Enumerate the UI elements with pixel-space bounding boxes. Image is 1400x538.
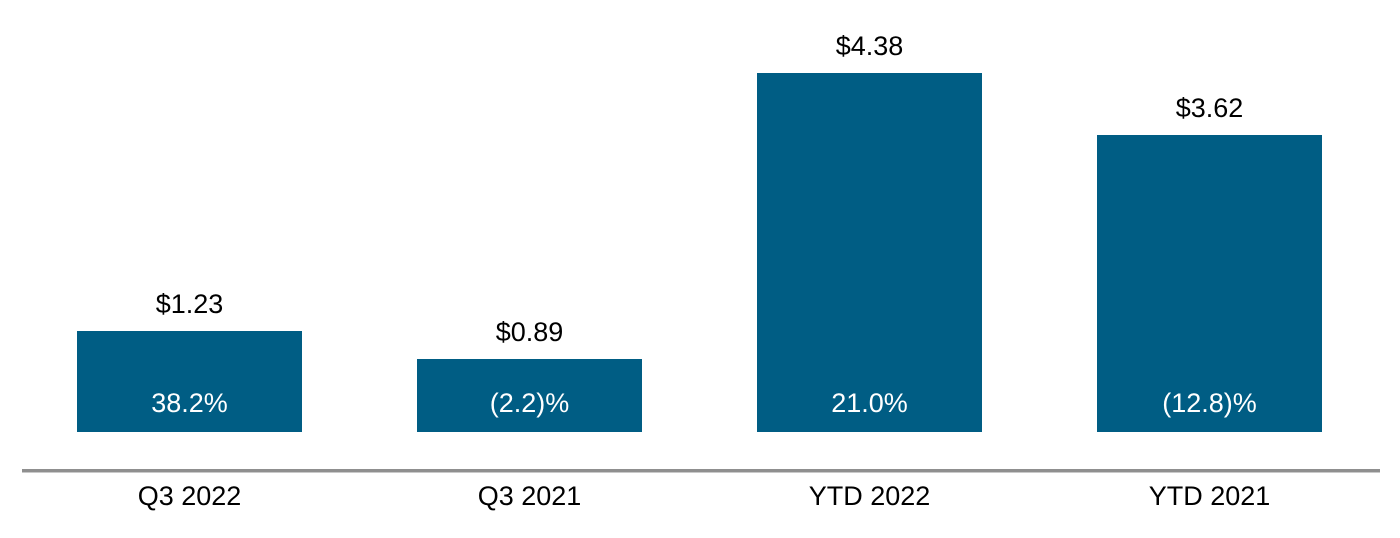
x-axis-label-ytd-2022: YTD 2022 bbox=[808, 481, 931, 511]
bar-value-label: $3.62 bbox=[1175, 93, 1244, 123]
bar-change-label: (12.8)% bbox=[1162, 388, 1257, 418]
bar-ytd-2021: (12.8)% bbox=[1097, 135, 1322, 432]
bar-change-label: 38.2% bbox=[151, 388, 228, 418]
bar-value-label: $4.38 bbox=[835, 31, 904, 61]
bar-value-label: $1.23 bbox=[155, 289, 224, 319]
bar-change-label: (2.2)% bbox=[489, 388, 570, 418]
x-axis-label-q3-2022: Q3 2022 bbox=[137, 481, 242, 511]
bar-change-label: 21.0% bbox=[831, 388, 908, 418]
x-axis-label-ytd-2021: YTD 2021 bbox=[1148, 481, 1271, 511]
bar-ytd-2022: 21.0% bbox=[757, 73, 982, 432]
bar-value-label: $0.89 bbox=[495, 317, 564, 347]
bar-group-ytd-2022: $4.38 21.0% bbox=[757, 31, 982, 432]
x-axis-label-q3-2021: Q3 2021 bbox=[477, 481, 582, 511]
bar-group-q3-2022: $1.23 38.2% bbox=[77, 289, 302, 432]
bar-group-q3-2021: $0.89 (2.2)% bbox=[417, 317, 642, 432]
x-axis-line bbox=[22, 469, 1380, 473]
bar-q3-2022: 38.2% bbox=[77, 331, 302, 432]
bar-group-ytd-2021: $3.62 (12.8)% bbox=[1097, 93, 1322, 432]
bar-q3-2021: (2.2)% bbox=[417, 359, 642, 432]
